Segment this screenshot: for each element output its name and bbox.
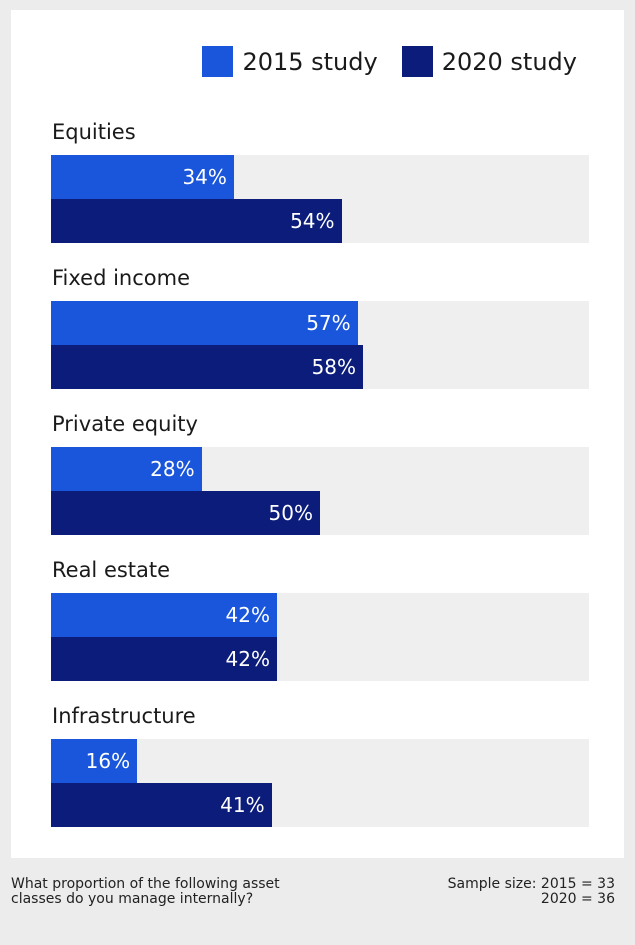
bar-value-label: 34% [182,165,227,189]
bar-value-label: 42% [225,603,270,627]
category-label-equities: Equities [52,120,136,144]
bar-infrastructure-2015: 16% [51,739,138,783]
sample-size-line-2: 2020 = 36 [540,891,615,908]
legend-swatch-2020 [401,46,433,77]
category-label-real-estate: Real estate [52,558,171,582]
bar-value-label: 58% [311,355,357,379]
legend: 2015 study 2020 study [202,46,577,77]
category-label-private-equity: Private equity [52,412,198,436]
bar-private-equity-2020: 50% [51,491,320,535]
bar-value-label: 57% [306,311,351,335]
bar-private-equity-2015: 28% [51,447,202,491]
bar-fixed-income-2015: 57% [51,301,358,345]
bar-value-label: 41% [220,793,265,817]
survey-question-line-1: What proportion of the following asset [11,876,280,892]
bar-value-label: 50% [268,501,313,525]
bar-value-label: 42% [225,647,270,671]
bar-value-label: 16% [85,749,131,773]
sample-size-line-1: Sample size: 2015 = 33 [447,876,615,892]
bar-equities-2015: 34% [51,155,234,199]
survey-question: What proportion of the following asset c… [11,876,341,908]
legend-swatch-2015 [202,46,234,77]
bar-value-label: 28% [150,457,195,481]
bar-equities-2020: 54% [51,199,342,243]
chart-card: 2015 study 2020 study Equities 34% 54% Fixe… [11,10,624,858]
legend-item-2020: 2020 study [401,46,577,77]
category-label-infrastructure: Infrastructure [52,704,196,728]
legend-item-2015: 2015 study [202,46,378,77]
bar-value-label: 54% [290,209,335,233]
bar-real-estate-2015: 42% [51,593,277,637]
legend-label-2020: 2020 study [441,47,577,76]
bar-fixed-income-2020: 58% [51,345,364,389]
legend-label-2015: 2015 study [242,47,378,76]
survey-question-line-2: classes do you manage internally? [11,891,254,908]
bar-real-estate-2020: 42% [51,637,277,681]
category-label-fixed-income: Fixed income [52,266,191,290]
sample-size: Sample size: 2015 = 33 2020 = 36 [447,876,615,908]
bar-infrastructure-2020: 41% [51,783,272,827]
